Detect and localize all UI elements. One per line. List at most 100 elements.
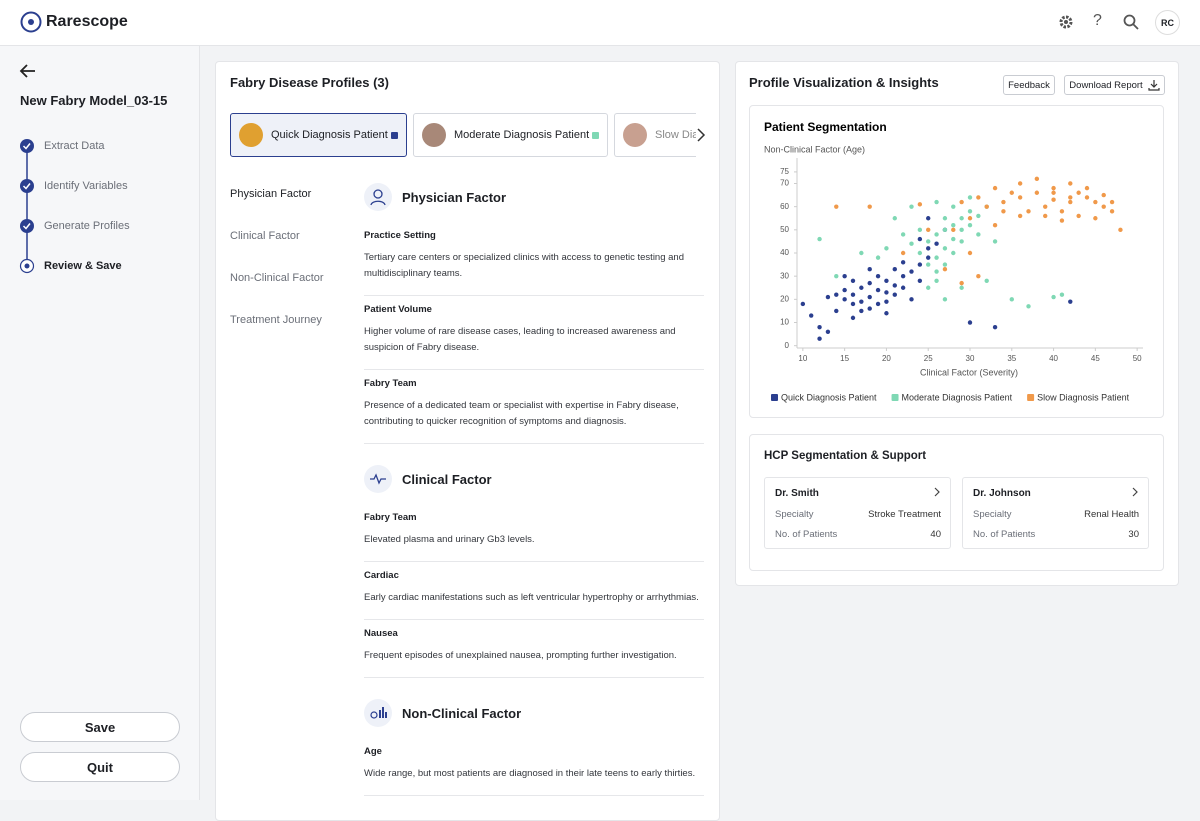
- scatter-point: [850, 315, 856, 321]
- quit-button[interactable]: Quit: [20, 752, 180, 782]
- scatter-point: [884, 278, 889, 284]
- x-tick-label: 45: [1091, 354, 1100, 363]
- factor-item: Nausea Frequent episodes of unexplained n…: [364, 620, 704, 678]
- factor-label: Fabry Team: [364, 512, 417, 523]
- factor-text: Frequent episodes of unexplained nausea,…: [364, 650, 677, 661]
- factor-item: GenderEarly cardiac manifestations such …: [364, 796, 704, 800]
- scatter-point: [884, 311, 889, 316]
- scatter-point: [892, 267, 897, 272]
- scatter-point: [976, 232, 981, 237]
- doctor-card[interactable]: Dr. Johnson Specialty Renal Health No. of P…: [962, 477, 1149, 549]
- scatter-point: [875, 301, 881, 307]
- scatter-point: [834, 273, 839, 279]
- tab-scroll[interactable]: [695, 127, 707, 143]
- scatter-point: [1068, 181, 1073, 186]
- factor-label: Nausea: [364, 628, 398, 639]
- settings-icon[interactable]: [1058, 14, 1074, 30]
- feedback-button[interactable]: Feedback: [1003, 75, 1055, 95]
- scatter-point: [1084, 195, 1090, 200]
- scatter-point: [1059, 209, 1065, 214]
- factor-item: Fabry Team Elevated plasma and urinary Gb…: [364, 504, 704, 562]
- scatter-point: [859, 285, 864, 290]
- scatter-point: [1026, 304, 1031, 309]
- tab-swatch: [592, 131, 599, 139]
- scatter-point: [892, 216, 897, 221]
- profile-tab[interactable]: Quick Diagnosis Patient: [230, 113, 407, 157]
- avatar[interactable]: RC: [1155, 10, 1180, 35]
- profile-tab[interactable]: Slow Diagnosis Patient: [614, 113, 696, 157]
- doctor-name: Dr. Smith: [775, 488, 819, 499]
- scatter-point: [926, 216, 931, 221]
- scatter-point: [900, 250, 906, 256]
- scatter-point: [1009, 190, 1014, 195]
- scatter-point: [884, 299, 889, 304]
- nav-item[interactable]: Clinical Factor: [230, 230, 300, 242]
- specialty-label: Specialty: [973, 509, 1012, 520]
- x-axis-label: Clinical Factor (Severity): [920, 367, 1018, 377]
- scatter-point: [951, 222, 956, 228]
- scatter-point: [976, 213, 981, 219]
- y-tick-label: 75: [780, 167, 789, 176]
- legend-label: Slow Diagnosis Patient: [1037, 392, 1130, 402]
- scatter-point: [900, 260, 906, 265]
- save-button[interactable]: Save: [20, 712, 180, 742]
- scatter-point: [926, 227, 931, 233]
- step[interactable]: Extract Data: [44, 140, 105, 152]
- factor-label: Fabry Team: [364, 378, 417, 389]
- step[interactable]: Review & Save: [44, 260, 122, 272]
- scatter-point: [850, 278, 856, 284]
- y-tick-label: 20: [780, 294, 789, 303]
- profile-section: Clinical Factor Fabry Team Elevated plasma…: [364, 462, 704, 678]
- back-arrow[interactable]: [19, 63, 37, 79]
- x-tick-label: 40: [1049, 354, 1058, 363]
- factor-item: Fabry Team Presence of a dedicated team o…: [364, 370, 704, 444]
- scatter-point: [926, 246, 931, 251]
- factor-label: Patient Volume: [364, 304, 432, 315]
- specialty-label: Specialty: [775, 509, 814, 520]
- profile-tab[interactable]: Moderate Diagnosis Patient: [413, 113, 608, 157]
- chevron: [934, 487, 940, 497]
- section-header: Clinical Factor: [364, 462, 704, 496]
- scatter-point: [967, 222, 973, 228]
- app-name: Rarescope: [46, 13, 128, 30]
- scatter-point: [1093, 199, 1098, 205]
- search-icon[interactable]: [1123, 14, 1139, 30]
- scatter-point: [850, 301, 856, 307]
- help-icon[interactable]: ?: [1093, 12, 1102, 29]
- scatter-point: [917, 278, 923, 284]
- avatar: [422, 123, 446, 147]
- factor-label: Practice Setting: [364, 230, 436, 241]
- chart-card: [749, 105, 1164, 418]
- scatter-point: [951, 204, 956, 209]
- scatter-point: [1076, 190, 1081, 195]
- scatter-point: [992, 185, 998, 191]
- nav-item[interactable]: Non-Clinical Factor: [230, 272, 324, 284]
- download-button[interactable]: Download Report: [1064, 75, 1165, 95]
- scatter-point: [834, 292, 839, 297]
- step[interactable]: Generate Profiles: [44, 220, 130, 232]
- scatter-point: [1043, 204, 1048, 209]
- scatter-point: [1068, 199, 1073, 205]
- y-axis-label: Non-Clinical Factor (Age): [764, 144, 865, 154]
- tab-swatch: [391, 131, 398, 139]
- scatter-point: [1043, 213, 1048, 219]
- nav-item[interactable]: Treatment Journey: [230, 314, 322, 326]
- scatter-point: [917, 250, 923, 256]
- scatter-point: [934, 255, 939, 260]
- section-header: Non-Clinical Factor: [364, 696, 704, 730]
- avatar: [623, 123, 647, 147]
- scatter-point: [909, 269, 914, 274]
- scatter-point: [875, 287, 881, 293]
- scatter-point: [984, 278, 989, 284]
- specialty-value: Stroke Treatment: [868, 509, 941, 520]
- nav-item[interactable]: Physician Factor: [230, 188, 312, 200]
- scatter-point: [976, 195, 981, 200]
- step[interactable]: Identify Variables: [44, 180, 128, 192]
- patients-label: No. of Patients: [973, 529, 1036, 540]
- doctor-card[interactable]: Dr. Smith Specialty Stroke Treatment No. of…: [764, 477, 951, 549]
- scatter-point: [900, 285, 906, 290]
- factor-item: Patient Volume Higher volume of rare dise…: [364, 296, 704, 370]
- scatter-point: [1101, 204, 1106, 209]
- scatter-point: [1009, 297, 1014, 302]
- x-tick-label: 50: [1133, 354, 1142, 363]
